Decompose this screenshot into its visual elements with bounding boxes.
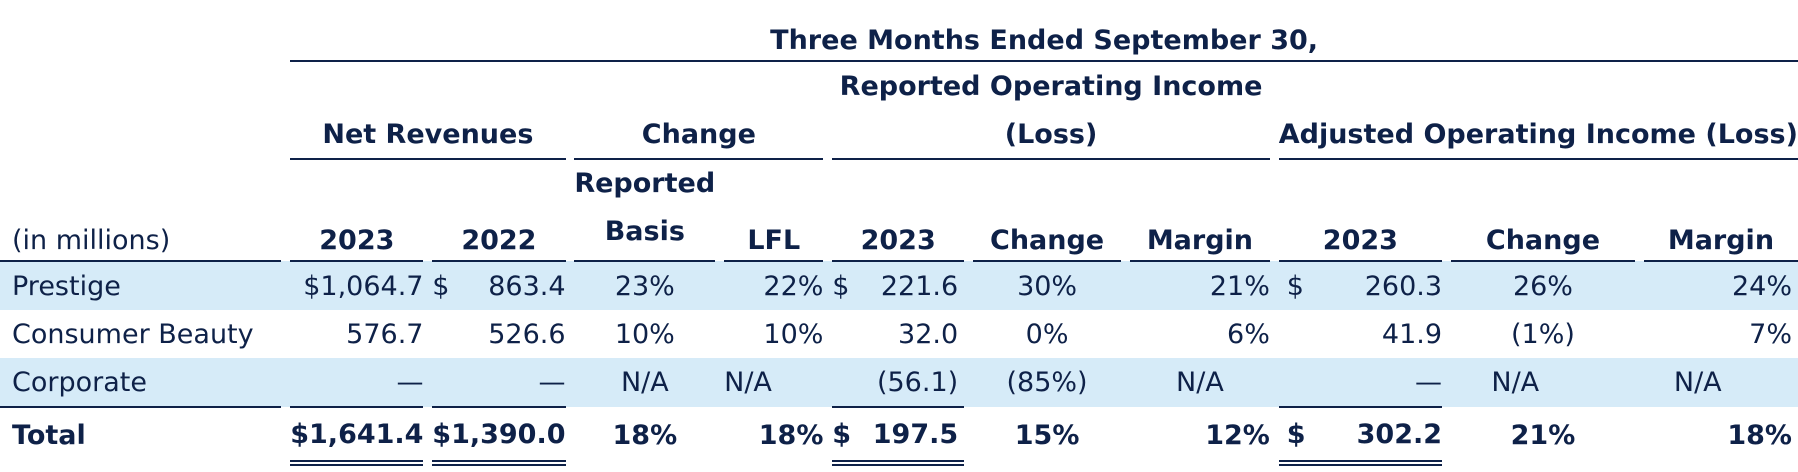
cell-adj-2023: 302.2 — [1356, 418, 1443, 450]
cell-oi-2023: 32.0 — [898, 318, 959, 350]
cell-net-rev-2022: 863.4 — [488, 270, 566, 302]
cell-dollar-sign: $ — [432, 270, 450, 302]
cell-lfl: 10% — [763, 318, 824, 350]
cell-net-rev-2023: $1,641.4 — [290, 407, 424, 466]
row-label: Consumer Beauty — [12, 318, 254, 350]
cell-dollar-sign: $ — [832, 270, 850, 302]
cell-reported-basis: 18% — [612, 419, 678, 451]
cell-adj-2023: 260.3 — [1364, 270, 1443, 302]
financial-table: Three Months Ended September 30, Reporte… — [0, 20, 1798, 466]
cell-oi-change: 0% — [1025, 318, 1069, 350]
table-row: Consumer Beauty 576.7 526.6 10% 10% 32.0… — [0, 310, 1798, 358]
col-net-rev-2023: 2023 — [290, 159, 424, 262]
cell-oi-change: 30% — [973, 261, 1122, 310]
table-row: Corporate — — N/A N/A (56.1) (85%) N/A —… — [0, 358, 1798, 408]
row-label: Prestige — [0, 261, 282, 310]
cell-net-rev-2022: — — [432, 358, 566, 408]
table-row: Prestige $1,064.7 $863.4 23% 22% $221.6 … — [0, 261, 1798, 310]
cell-dollar-sign: $ — [1286, 270, 1304, 302]
reported-oi-header-line2: (Loss) — [832, 110, 1270, 160]
col-adj-margin: Margin — [1643, 159, 1798, 262]
reported-basis-line2: Basis — [604, 216, 685, 247]
cell-lfl: 18% — [758, 419, 824, 451]
cell-adj-2023: — — [1278, 358, 1443, 408]
cell-net-rev-2022: $1,390.0 — [432, 407, 566, 466]
cell-adj-margin: 24% — [1643, 261, 1798, 310]
cell-oi-margin: 12% — [1205, 419, 1270, 451]
cell-oi-2023: 221.6 — [880, 270, 959, 302]
col-net-rev-2022: 2022 — [432, 159, 566, 262]
cell-net-rev-2023: 576.7 — [346, 318, 424, 350]
row-label: Total — [12, 420, 86, 451]
cell-adj-margin: N/A — [1643, 358, 1798, 407]
cell-oi-margin: 21% — [1129, 261, 1270, 310]
cell-adj-change: 26% — [1451, 261, 1635, 310]
cell-oi-2023: (56.1) — [832, 358, 965, 408]
col-oi-change: Change — [973, 159, 1122, 262]
change-header: Change — [574, 110, 824, 160]
cell-reported-basis: 23% — [574, 261, 716, 310]
cropped-text-fragment — [446, 0, 646, 8]
cell-oi-margin: 6% — [1227, 318, 1270, 350]
cell-adj-margin: 18% — [1727, 419, 1792, 451]
in-millions-label: (in millions) — [0, 159, 282, 262]
cell-net-rev-2022: 526.6 — [488, 318, 566, 350]
cell-oi-margin: N/A — [1129, 358, 1270, 407]
cell-net-rev-2023: — — [290, 358, 424, 408]
cell-adj-change: N/A — [1451, 358, 1635, 407]
cell-reported-basis: 10% — [614, 318, 675, 350]
col-reported-basis: Reported Basis — [574, 159, 716, 262]
cell-lfl: 22% — [724, 261, 824, 310]
cell-oi-change: 15% — [1014, 419, 1080, 451]
col-lfl: LFL — [724, 159, 824, 262]
col-oi-2023: 2023 — [832, 159, 965, 262]
col-oi-margin: Margin — [1129, 159, 1270, 262]
cell-dollar-sign: $ — [832, 418, 852, 450]
cell-net-rev-2023: $1,064.7 — [290, 261, 424, 310]
cell-reported-basis: N/A — [574, 358, 716, 407]
reported-oi-header-line1: Reported Operating Income — [839, 70, 1263, 102]
period-header: Three Months Ended September 30, — [290, 20, 1798, 62]
cell-adj-change: 21% — [1510, 419, 1576, 451]
cell-oi-change: (85%) — [973, 358, 1122, 407]
cell-dollar-sign: $ — [1286, 418, 1306, 450]
cell-adj-margin: 7% — [1749, 318, 1792, 350]
cell-oi-2023: 197.5 — [872, 418, 959, 450]
net-revenues-header: Net Revenues — [290, 110, 566, 160]
reported-basis-line1: Reported — [574, 168, 716, 199]
row-label: Corporate — [0, 358, 282, 408]
cell-lfl: N/A — [724, 358, 824, 407]
cell-adj-change: (1%) — [1511, 318, 1575, 350]
col-adj-change: Change — [1451, 159, 1635, 262]
cell-adj-2023: 41.9 — [1381, 318, 1443, 350]
table-row-total: Total $1,641.4 $1,390.0 18% 18% $197.5 1… — [0, 407, 1798, 466]
col-adj-2023: 2023 — [1278, 159, 1443, 262]
adjusted-oi-header: Adjusted Operating Income (Loss) — [1278, 110, 1798, 160]
